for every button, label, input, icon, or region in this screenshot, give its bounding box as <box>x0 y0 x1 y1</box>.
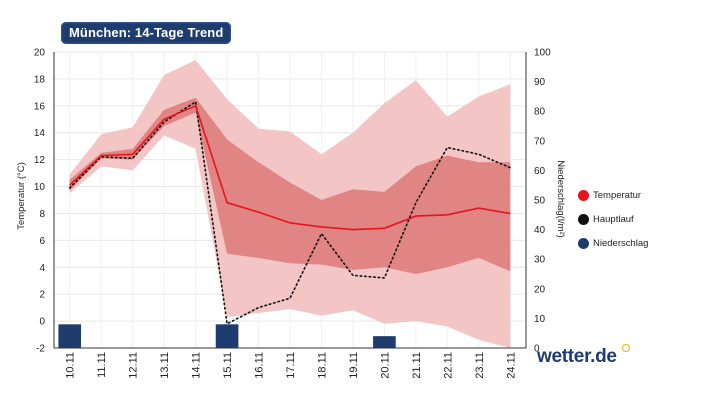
y-tick-label: 18 <box>34 74 46 85</box>
y2-tick-label: 10 <box>534 314 546 325</box>
y2-tick-label: 80 <box>534 107 546 118</box>
x-tick-label: 23.11 <box>474 352 486 379</box>
axes <box>53 52 527 349</box>
x-tick-label: 15.11 <box>222 352 234 379</box>
y-tick-label: 2 <box>39 290 45 301</box>
y2-tick-label: 0 <box>534 344 540 355</box>
y2-tick-label: 40 <box>534 225 546 236</box>
left-axis-ticks: -2 0 2 4 6 8 10 12 14 16 18 20 <box>34 48 46 355</box>
legend-dot-icon <box>578 213 589 225</box>
y-tick-label: 10 <box>34 182 46 193</box>
x-tick-label: 18.11 <box>317 352 329 379</box>
x-tick-label: 24.11 <box>505 352 517 379</box>
x-tick-label: 19.11 <box>348 352 360 379</box>
legend: Temperatur Hauptlauf Niederschlag <box>578 183 648 255</box>
y2-tick-label: 30 <box>534 255 546 266</box>
y-tick-label: 4 <box>39 263 45 274</box>
temperature-line <box>69 104 511 231</box>
y2-tick-label: 20 <box>534 284 546 295</box>
x-tick-label: 17.11 <box>285 352 297 379</box>
x-tick-label: 22.11 <box>442 352 454 379</box>
x-tick-label: 16.11 <box>254 352 266 379</box>
x-tick-label: 14.11 <box>191 352 203 379</box>
y-tick-label: 14 <box>34 128 46 139</box>
wetter-de-logo: wetter.de <box>537 346 617 367</box>
y2-tick-label: 100 <box>534 48 551 59</box>
right-axis-label: Niederschlag(l/m²) <box>555 160 566 238</box>
legend-label: Hauptlauf <box>593 213 634 225</box>
inner-band-area <box>69 97 511 274</box>
precipitation-bar <box>58 324 82 348</box>
legend-item-hauptlauf[interactable]: Hauptlauf <box>578 207 648 231</box>
logo-sun-icon <box>622 344 630 352</box>
right-axis-ticks: 0 10 20 30 40 50 60 70 80 90 100 <box>534 48 551 355</box>
x-axis-ticks: 10.11 11.11 12.11 13.11 14.11 15.11 16.11 17.11… <box>65 352 518 379</box>
y-tick-label: 16 <box>34 101 46 112</box>
y-tick-label: -2 <box>36 344 45 355</box>
y2-tick-label: 60 <box>534 166 546 177</box>
legend-dot-icon <box>578 237 589 249</box>
chart-title: München: 14-Tage Trend <box>61 22 232 44</box>
hauptlauf-line <box>68 100 512 326</box>
y2-tick-label: 70 <box>534 136 546 147</box>
precipitation-bars <box>58 324 396 348</box>
x-tick-label: 11.11 <box>96 352 108 378</box>
legend-item-temperatur[interactable]: Temperatur <box>578 183 648 207</box>
inner-range-band <box>69 97 511 274</box>
legend-item-niederschlag[interactable]: Niederschlag <box>578 231 648 255</box>
x-tick-label: 21.11 <box>411 352 423 379</box>
legend-dot-icon <box>578 189 589 201</box>
y-tick-label: 12 <box>34 155 46 166</box>
x-tick-label: 13.11 <box>159 352 171 379</box>
y-tick-label: 6 <box>39 236 45 247</box>
precipitation-bar <box>215 324 239 348</box>
y-tick-label: 0 <box>39 317 45 328</box>
left-axis-label: Temperatur (°C) <box>16 162 27 230</box>
y-tick-label: 20 <box>34 48 46 59</box>
legend-label: Temperatur <box>593 189 642 201</box>
x-tick-label: 12.11 <box>128 352 140 379</box>
x-tick-label: 10.11 <box>65 352 77 379</box>
series-lines <box>68 100 512 326</box>
y2-tick-label: 50 <box>534 196 546 207</box>
legend-label: Niederschlag <box>593 237 649 249</box>
precipitation-bar <box>373 336 396 348</box>
y-tick-label: 8 <box>39 209 45 220</box>
y2-tick-label: 90 <box>534 77 546 88</box>
x-tick-label: 20.11 <box>379 352 391 379</box>
